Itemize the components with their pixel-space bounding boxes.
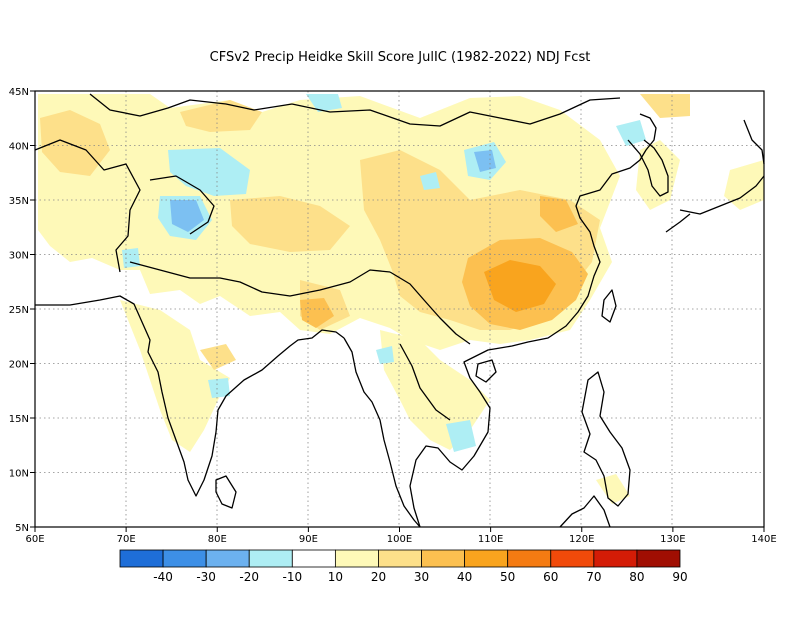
colorbar-swatch (464, 549, 509, 568)
border-china-sea (389, 271, 471, 345)
shade-lt-orange-7 (200, 344, 236, 370)
lon-tick-label: 80E (208, 534, 227, 545)
shade-lt-orange-2 (230, 196, 350, 252)
colorbar-label: 80 (629, 570, 644, 584)
shade-orange-3 (540, 196, 578, 232)
shade-orange-2 (300, 298, 334, 328)
map-axes: 60E 70E 80E 90E 100E 110E 120E 130E 140E 45N 40N 35… (9, 87, 777, 545)
shade-cyan-10 (376, 346, 394, 364)
lon-tick-label: 70E (117, 534, 136, 545)
shade-cyan-8 (446, 420, 476, 452)
shade-cyan-1 (306, 94, 342, 112)
colorbar-swatch (291, 549, 336, 568)
colorbar: -40 -30 -20 -10 10 20 30 40 50 60 70 80 90 (119, 549, 688, 584)
skill-shading (38, 94, 764, 504)
shade-cyan-9 (122, 248, 140, 268)
colorbar-swatch (593, 549, 638, 568)
border-indochina (399, 343, 451, 421)
coast-india (35, 295, 345, 497)
shade-lt-orange-6 (640, 94, 690, 118)
lat-tick-label: 25N (9, 305, 29, 316)
shade-cyan-5 (616, 120, 646, 146)
coast-borneo (559, 495, 611, 528)
lon-tick-label: 100E (387, 534, 412, 545)
colorbar-swatch (162, 549, 207, 568)
lon-tick-label: 110E (478, 534, 503, 545)
lat-tick-label: 15N (9, 414, 29, 425)
lon-tick-label: 140E (751, 534, 776, 545)
coast-hainan (475, 359, 497, 383)
border-mongolia (291, 97, 621, 127)
colorbar-swatch (636, 549, 681, 568)
border-north (89, 93, 293, 117)
lon-tick-label: 90E (299, 534, 318, 545)
coast-taiwan (601, 289, 617, 323)
shade-pale-japan2 (724, 160, 764, 210)
lat-tick-label: 35N (9, 196, 29, 207)
shade-cyan-7 (208, 378, 230, 398)
map-title: CFSv2 Precip Heidke Skill Score JulIC (1… (209, 50, 591, 65)
colorbar-label: 60 (543, 570, 558, 584)
lon-tick-label: 130E (660, 534, 685, 545)
colorbar-label: -20 (239, 570, 259, 584)
shade-blue-1 (170, 200, 204, 232)
lat-tick-label: 20N (9, 360, 29, 371)
colorbar-label: 70 (586, 570, 601, 584)
colorbar-swatch (334, 549, 379, 568)
coast-sri-lanka (215, 475, 237, 509)
colorbar-label: -30 (196, 570, 216, 584)
coast-myanmar (343, 337, 421, 528)
shade-pale-seasia (380, 330, 490, 450)
colorbar-label: 10 (328, 570, 343, 584)
coast-japan-north (743, 119, 765, 165)
coast-japan (679, 175, 765, 215)
lon-tick-label: 120E (569, 534, 594, 545)
colorbar-label: 30 (414, 570, 429, 584)
colorbar-swatch (205, 549, 250, 568)
lat-tick-label: 30N (9, 251, 29, 262)
colorbar-swatch (507, 549, 552, 568)
shade-deep-orange (484, 260, 556, 312)
colorbar-label: 40 (457, 570, 472, 584)
colorbar-swatch (378, 549, 422, 568)
lat-tick-label: 5N (15, 523, 29, 534)
border-tibet-south (129, 261, 391, 297)
shade-lt-orange-1 (40, 110, 110, 176)
coastlines (34, 93, 765, 528)
map-panel (34, 90, 765, 528)
shade-lt-orange-5 (180, 100, 262, 132)
coast-philippines (581, 371, 631, 507)
colorbar-label: -10 (283, 570, 303, 584)
shade-pale-japan (636, 140, 680, 210)
border-west (34, 139, 141, 273)
colorbar-label: 20 (371, 570, 386, 584)
coast-korea (627, 139, 669, 197)
colorbar-label: -40 (153, 570, 173, 584)
shade-pale-india (120, 300, 230, 452)
colorbar-label: 90 (672, 570, 687, 584)
colorbar-swatch (421, 549, 466, 568)
shade-blue-2 (474, 150, 496, 172)
colorbar-swatch (119, 549, 164, 568)
border-kashmir (149, 175, 215, 235)
lat-tick-label: 40N (9, 142, 29, 153)
colorbar-swatch (248, 549, 293, 568)
shade-cyan-6 (420, 172, 440, 190)
coast-japan-south (665, 213, 691, 233)
lat-tick-label: 45N (9, 87, 29, 98)
lon-tick-label: 60E (25, 534, 44, 545)
coast-thai-gulf (409, 113, 657, 528)
colorbar-swatch (550, 549, 595, 568)
colorbar-label: 50 (500, 570, 515, 584)
lat-tick-label: 10N (9, 469, 29, 480)
